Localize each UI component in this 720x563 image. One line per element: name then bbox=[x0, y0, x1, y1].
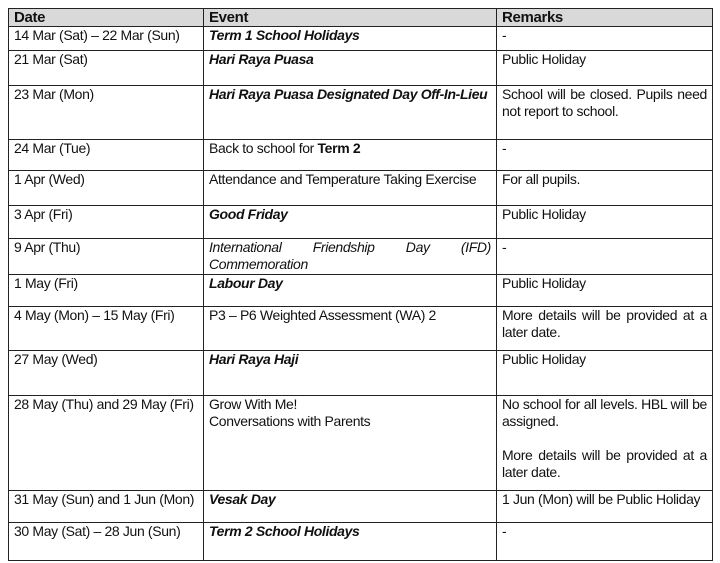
event-cell: Hari Raya Puasa bbox=[203, 50, 497, 86]
date-cell: 31 May (Sun) and 1 Jun (Mon) bbox=[8, 490, 204, 523]
remarks-cell: - bbox=[496, 26, 713, 51]
event-cell: Vesak Day bbox=[203, 490, 497, 523]
date-cell: 23 Mar (Mon) bbox=[8, 85, 204, 140]
remarks-cell: No school for all levels. HBL will be as… bbox=[496, 395, 713, 491]
table-row: 14 Mar (Sat) – 22 Mar (Sun) Term 1 School… bbox=[8, 26, 713, 51]
event-text: Back to school for bbox=[209, 140, 318, 156]
remarks-text: - bbox=[502, 523, 507, 539]
event-text: Hari Raya Puasa bbox=[209, 51, 314, 67]
remarks-cell: Public Holiday bbox=[496, 50, 713, 86]
date-cell: 4 May (Mon) – 15 May (Fri) bbox=[8, 306, 204, 351]
remarks-cell: Public Holiday bbox=[496, 350, 713, 396]
remarks-cell: Public Holiday bbox=[496, 205, 713, 239]
event-text: Hari Raya Haji bbox=[209, 351, 299, 367]
table-row: 4 May (Mon) – 15 May (Fri) P3 – P6 Weight… bbox=[8, 306, 713, 351]
table-row: 23 Mar (Mon) Hari Raya Puasa Designated D… bbox=[8, 85, 713, 140]
date-cell: 28 May (Thu) and 29 May (Fri) bbox=[8, 395, 204, 491]
school-calendar-table: Date Event Remarks 14 Mar (Sat) – 22 Mar… bbox=[8, 8, 713, 561]
remarks-text: For all pupils. bbox=[502, 171, 581, 187]
remarks-text: - bbox=[502, 140, 507, 156]
date-cell: 9 Apr (Thu) bbox=[8, 238, 204, 275]
remarks-cell: 1 Jun (Mon) will be Public Holiday bbox=[496, 490, 713, 523]
remarks-cell: School will be closed. Pupils need not r… bbox=[496, 85, 713, 140]
remarks-text: More details will be provided at a later… bbox=[502, 307, 707, 340]
event-text: Hari Raya Puasa Designated Day Off-In-Li… bbox=[209, 86, 488, 102]
event-text: Vesak Day bbox=[209, 491, 276, 507]
table-row: 21 Mar (Sat) Hari Raya Puasa Public Holida… bbox=[8, 50, 713, 86]
event-cell: Term 1 School Holidays bbox=[203, 26, 497, 51]
remarks-text: - bbox=[502, 27, 507, 43]
table-row: 31 May (Sun) and 1 Jun (Mon) Vesak Day 1 J… bbox=[8, 490, 713, 523]
remarks-text: Public Holiday bbox=[502, 351, 586, 367]
date-cell: 27 May (Wed) bbox=[8, 350, 204, 396]
remarks-text: Public Holiday bbox=[502, 51, 586, 67]
remarks-text: School will be closed. Pupils need not r… bbox=[502, 86, 707, 119]
header-row: Date Event Remarks bbox=[8, 8, 713, 27]
remarks-cell: - bbox=[496, 522, 713, 561]
date-cell: 30 May (Sat) – 28 Jun (Sun) bbox=[8, 522, 204, 561]
table-row: 27 May (Wed) Hari Raya Haji Public Holiday bbox=[8, 350, 713, 396]
event-text: Labour Day bbox=[209, 275, 283, 291]
event-text: Grow With Me! bbox=[209, 396, 298, 412]
remarks-cell: More details will be provided at a later… bbox=[496, 306, 713, 351]
event-cell: Hari Raya Haji bbox=[203, 350, 497, 396]
date-cell: 21 Mar (Sat) bbox=[8, 50, 204, 86]
event-text: Term 2 School Holidays bbox=[209, 523, 360, 539]
event-cell: Attendance and Temperature Taking Exerci… bbox=[203, 170, 497, 206]
table-row: 3 Apr (Fri) Good Friday Public Holiday bbox=[8, 205, 713, 239]
header-date: Date bbox=[8, 8, 204, 27]
event-text: Term 1 School Holidays bbox=[209, 27, 360, 43]
event-text: Term 2 bbox=[317, 140, 361, 156]
event-text: Conversations with Parents bbox=[209, 413, 371, 429]
date-cell: 14 Mar (Sat) – 22 Mar (Sun) bbox=[8, 26, 204, 51]
remarks-text: Public Holiday bbox=[502, 275, 586, 291]
event-text: Attendance and Temperature Taking Exerci… bbox=[209, 171, 477, 187]
remarks-text: 1 Jun (Mon) will be Public Holiday bbox=[502, 491, 701, 507]
table-row: 9 Apr (Thu) International Friendship Day … bbox=[8, 238, 713, 275]
event-cell: Good Friday bbox=[203, 205, 497, 239]
header-remarks: Remarks bbox=[496, 8, 713, 27]
event-text: P3 – P6 Weighted Assessment (WA) 2 bbox=[209, 307, 436, 323]
remarks-text: More details will be provided at a later… bbox=[502, 447, 707, 480]
event-text: International Friendship Day (IFD) Comme… bbox=[209, 239, 491, 272]
table-row: 1 Apr (Wed) Attendance and Temperature Ta… bbox=[8, 170, 713, 206]
event-cell: Labour Day bbox=[203, 274, 497, 307]
event-cell: Term 2 School Holidays bbox=[203, 522, 497, 561]
date-cell: 1 Apr (Wed) bbox=[8, 170, 204, 206]
remarks-cell: - bbox=[496, 238, 713, 275]
event-cell: Hari Raya Puasa Designated Day Off-In-Li… bbox=[203, 85, 497, 140]
table-row: 24 Mar (Tue) Back to school for Term 2- bbox=[8, 139, 713, 171]
date-cell: 1 May (Fri) bbox=[8, 274, 204, 307]
table-row: 30 May (Sat) – 28 Jun (Sun) Term 2 School… bbox=[8, 522, 713, 561]
date-cell: 3 Apr (Fri) bbox=[8, 205, 204, 239]
remarks-text: No school for all levels. HBL will be as… bbox=[502, 396, 707, 429]
date-cell: 24 Mar (Tue) bbox=[8, 139, 204, 171]
table-row: 1 May (Fri) Labour Day Public Holiday bbox=[8, 274, 713, 307]
event-cell: Back to school for Term 2 bbox=[203, 139, 497, 171]
event-cell: P3 – P6 Weighted Assessment (WA) 2 bbox=[203, 306, 497, 351]
event-cell: International Friendship Day (IFD) Comme… bbox=[203, 238, 497, 275]
event-text: Good Friday bbox=[209, 206, 288, 222]
remarks-cell: Public Holiday bbox=[496, 274, 713, 307]
remarks-text: Public Holiday bbox=[502, 206, 586, 222]
remarks-text: - bbox=[502, 239, 507, 255]
table-row: 28 May (Thu) and 29 May (Fri) Grow With M… bbox=[8, 395, 713, 491]
remarks-cell: - bbox=[496, 139, 713, 171]
event-cell: Grow With Me! Conversations with Parents bbox=[203, 395, 497, 491]
remarks-cell: For all pupils. bbox=[496, 170, 713, 206]
header-event: Event bbox=[203, 8, 497, 27]
